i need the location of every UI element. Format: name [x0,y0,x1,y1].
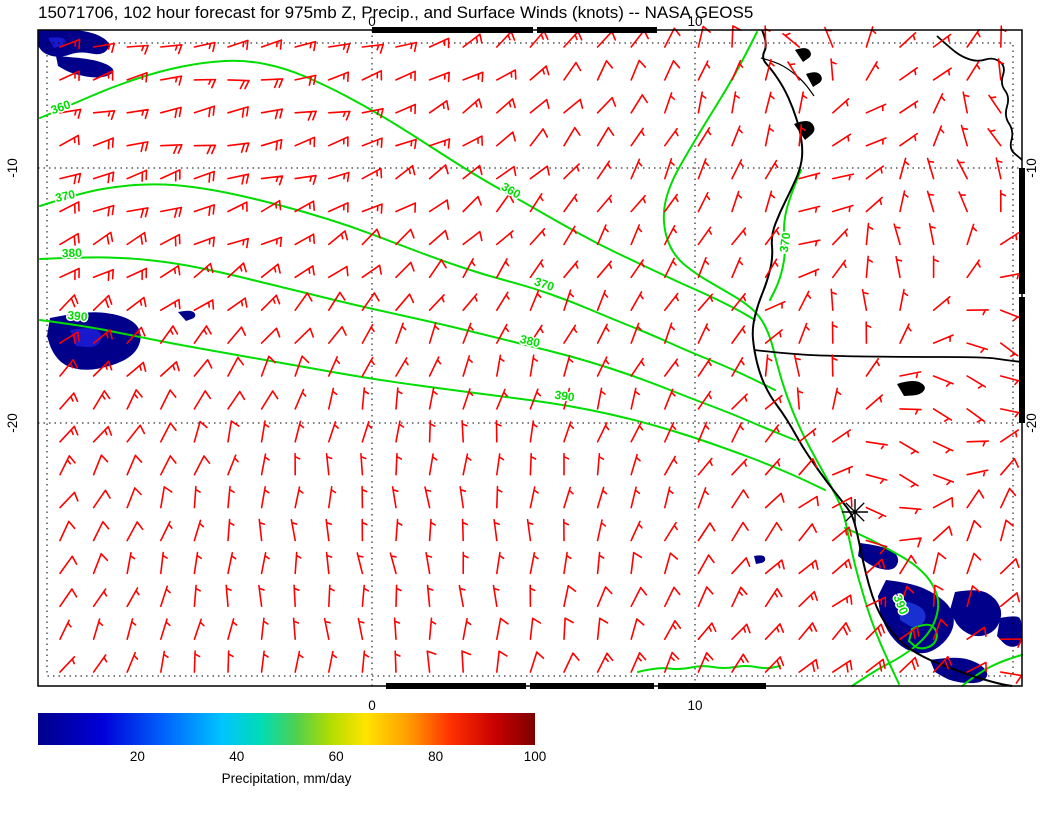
lat-label-right: -10 [1024,158,1039,178]
lake [806,72,822,87]
colorbar-tick: 60 [328,749,344,764]
contour-label: 380 [62,246,83,261]
height-contour-390 [637,665,781,673]
contour-label: 370 [54,187,77,205]
height-contour-360 [662,31,900,685]
colorbar-label: Precipitation, mm/day [221,771,352,786]
border-bar-top [537,27,657,33]
height-contour-390 [39,319,826,491]
lake [795,48,811,62]
height-contour-370 [39,183,776,391]
height-contour-390 [844,527,940,687]
border-bar-bottom [658,683,766,689]
border-bar-bottom [386,683,526,689]
colorbar-tick: 100 [523,749,547,764]
precip-area [900,600,926,628]
lon-label-top: 10 [687,14,702,29]
chart-title: 15071706, 102 hour forecast for 975mb Z,… [38,3,754,22]
height-contour-390 [961,654,1023,687]
height-contour-360 [39,59,756,321]
domain-dotted-border [46,42,1014,677]
border-bar-top [372,27,533,33]
border-bar-right [1019,168,1025,294]
border-bar-bottom [530,683,654,689]
coastline [751,29,1013,687]
precip-area [754,555,766,564]
country-border [753,349,1023,363]
colorbar-tick: 40 [229,749,245,764]
contour-label: 390 [67,308,89,324]
contour-label: 370 [533,274,557,294]
lat-label-left: -10 [5,158,20,178]
lat-label-left: -20 [5,413,20,433]
precip-area [48,37,66,48]
map-plot: 360360370370380380390390370390001010-10-… [5,14,1039,713]
contour-label: 390 [554,388,576,405]
asterisk-marker [845,502,865,522]
precip-area [997,616,1022,647]
height-contour-370 [769,169,802,301]
border-bar-right [1019,297,1025,423]
lon-label-top: 0 [368,14,376,29]
lat-label-right: -20 [1024,413,1039,433]
contour-label: 380 [519,332,542,351]
lake [897,381,925,396]
precip-area [56,56,114,78]
contour-label: 360 [49,97,73,117]
colorbar-tick: 20 [129,749,145,764]
colorbar: 20 40 60 80 100 Precipitation, mm/day [38,713,546,786]
lon-label-bottom: 0 [368,698,376,713]
precip-area [950,590,1002,637]
colorbar-tick-labels: 20 40 60 80 100 [38,749,546,766]
country-border [936,35,1023,161]
lon-label-bottom: 10 [687,698,702,713]
wind-barbs [59,25,1023,684]
contour-label: 360 [499,179,524,201]
colorbar-tick: 80 [428,749,444,764]
height-contour-380 [39,256,796,441]
precip-area [178,310,196,321]
river [760,57,815,97]
colorbar-gradient [38,713,535,745]
contour-label: 370 [777,231,794,253]
precip-area [38,29,109,57]
height-contour-390 [907,623,938,650]
